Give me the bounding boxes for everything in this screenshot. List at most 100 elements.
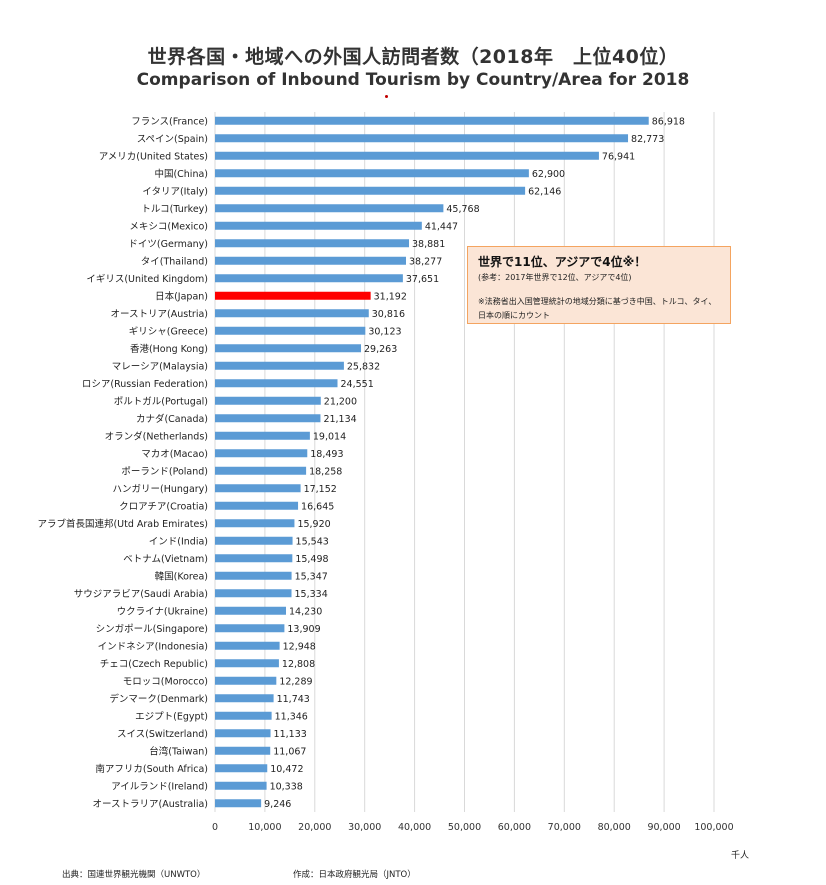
category-label: ベトナム(Vietnam) bbox=[123, 554, 208, 565]
value-label: 10,472 bbox=[270, 764, 303, 775]
bar bbox=[215, 239, 410, 248]
bar bbox=[215, 484, 301, 493]
bar bbox=[215, 291, 371, 300]
value-label: 18,493 bbox=[310, 449, 343, 460]
value-label: 29,263 bbox=[364, 344, 397, 355]
bar bbox=[215, 711, 272, 720]
bar bbox=[215, 659, 279, 668]
value-label: 12,948 bbox=[283, 641, 316, 652]
x-tick-label: 90,000 bbox=[647, 822, 680, 833]
bar bbox=[215, 116, 649, 125]
chart-title-en: Comparison of Inbound Tourism by Country… bbox=[136, 70, 690, 90]
source-credit: 出典：国連世界観光機関（UNWTO） bbox=[62, 870, 206, 880]
category-label: オランダ(Netherlands) bbox=[105, 430, 208, 442]
category-label: 香港(Hong Kong) bbox=[130, 343, 208, 355]
x-tick-label: 50,000 bbox=[448, 822, 481, 833]
bar bbox=[215, 256, 407, 265]
bar bbox=[215, 186, 526, 195]
value-label: 38,277 bbox=[409, 256, 442, 267]
bar bbox=[215, 169, 529, 178]
category-label: ポルトガル(Portugal) bbox=[114, 396, 208, 407]
value-label: 21,134 bbox=[323, 414, 356, 425]
category-label: トルコ(Turkey) bbox=[141, 204, 208, 215]
value-label: 86,918 bbox=[652, 116, 685, 127]
bar bbox=[215, 571, 292, 580]
x-tick-label: 40,000 bbox=[398, 822, 431, 833]
category-label: ハンガリー(Hungary) bbox=[113, 484, 208, 495]
category-label: 南アフリカ(South Africa) bbox=[95, 763, 208, 775]
bar bbox=[215, 204, 444, 213]
x-tick-label: 0 bbox=[212, 822, 218, 833]
bar bbox=[215, 326, 366, 335]
category-label: 日本(Japan) bbox=[155, 290, 208, 302]
category-label: フランス(France) bbox=[131, 116, 208, 127]
bar bbox=[215, 624, 285, 633]
category-label: アラブ首長国連邦(Utd Arab Emirates) bbox=[37, 518, 208, 530]
value-label: 15,347 bbox=[295, 571, 328, 582]
value-label: 41,447 bbox=[425, 221, 458, 232]
value-label: 11,743 bbox=[277, 694, 310, 705]
bar bbox=[215, 396, 321, 405]
value-label: 15,920 bbox=[297, 519, 330, 530]
bar bbox=[215, 676, 277, 685]
category-label: ギリシャ(Greece) bbox=[129, 326, 208, 337]
bar bbox=[215, 729, 271, 738]
author-credit: 作成：日本政府観光局（JNTO） bbox=[293, 870, 416, 880]
bar bbox=[215, 379, 338, 388]
category-label: ロシア(Russian Federation) bbox=[82, 379, 208, 390]
bar bbox=[215, 536, 293, 545]
value-label: 11,346 bbox=[275, 711, 308, 722]
value-label: 9,246 bbox=[264, 799, 291, 810]
annotation-headline: 世界で11位、アジアで4位※！ bbox=[478, 255, 647, 269]
bar bbox=[215, 221, 422, 230]
value-label: 76,941 bbox=[602, 151, 635, 162]
category-label: デンマーク(Denmark) bbox=[109, 693, 208, 705]
annotation-subtext: (参考：2017年世界で12位、アジアで4位) bbox=[478, 273, 632, 282]
bar bbox=[215, 746, 271, 755]
category-labels: フランス(France) スペイン(Spain) アメリカ(United State… bbox=[37, 116, 208, 810]
category-label: タイ(Thailand) bbox=[141, 256, 208, 267]
bar bbox=[215, 781, 267, 790]
value-label: 24,551 bbox=[341, 379, 374, 390]
bar bbox=[215, 799, 262, 808]
unit-label: 千人 bbox=[731, 851, 750, 861]
value-label: 11,133 bbox=[274, 729, 307, 740]
category-label: イギリス(United Kingdom) bbox=[86, 274, 208, 285]
category-label: メキシコ(Mexico) bbox=[129, 221, 208, 232]
value-label: 45,768 bbox=[446, 204, 479, 215]
category-label: 台湾(Taiwan) bbox=[149, 745, 208, 757]
x-tick-label: 70,000 bbox=[548, 822, 581, 833]
category-label: アイルランド(Ireland) bbox=[111, 781, 208, 792]
category-label: インド(India) bbox=[149, 536, 208, 547]
value-label: 11,067 bbox=[273, 746, 306, 757]
bar bbox=[215, 361, 344, 370]
value-label: 16,645 bbox=[301, 501, 334, 512]
x-tick-label: 60,000 bbox=[498, 822, 531, 833]
annotation-footnote: ※法務省出入国管理統計の地域分類に基づき中国、トルコ、タイ、日本の順にカウント bbox=[478, 297, 717, 320]
value-label: 62,900 bbox=[532, 169, 565, 180]
x-tick-label: 30,000 bbox=[348, 822, 381, 833]
value-label: 19,014 bbox=[313, 431, 346, 442]
category-label: チェコ(Czech Republic) bbox=[100, 659, 208, 670]
category-label: スイス(Switzerland) bbox=[117, 729, 208, 740]
category-label: ポーランド(Poland) bbox=[121, 466, 208, 477]
value-label: 25,832 bbox=[347, 361, 380, 372]
category-label: ドイツ(Germany) bbox=[128, 239, 208, 250]
value-label: 12,808 bbox=[282, 659, 315, 670]
category-label: カナダ(Canada) bbox=[136, 413, 208, 425]
value-label: 15,543 bbox=[296, 536, 329, 547]
value-label: 30,123 bbox=[368, 326, 401, 337]
bars bbox=[215, 116, 649, 808]
value-label: 15,334 bbox=[295, 589, 328, 600]
bar bbox=[215, 554, 293, 563]
value-label: 30,816 bbox=[372, 309, 405, 320]
category-label: オーストラリア(Australia) bbox=[93, 799, 208, 810]
bar bbox=[215, 694, 274, 703]
bar bbox=[215, 274, 403, 283]
category-label: サウジアラビア(Saudi Arabia) bbox=[74, 589, 208, 600]
category-label: クロアチア(Croatia) bbox=[119, 501, 208, 512]
bar bbox=[215, 309, 369, 318]
bar bbox=[215, 449, 308, 458]
value-label: 82,773 bbox=[631, 134, 664, 145]
